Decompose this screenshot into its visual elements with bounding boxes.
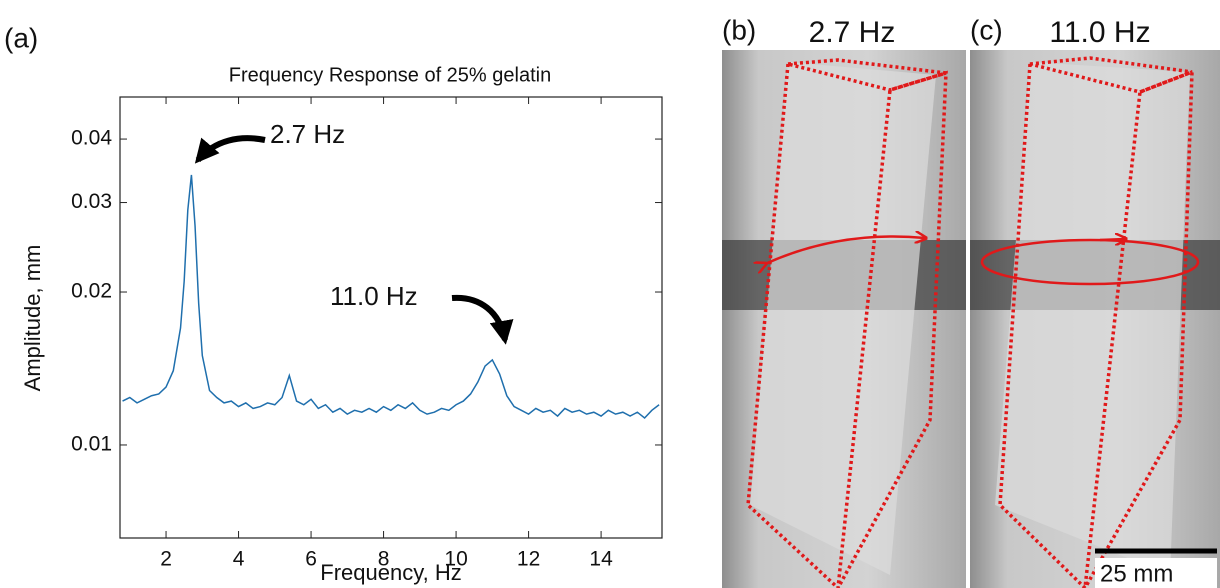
photo-b [722,50,966,588]
plot-frame [119,96,663,539]
motion-arrow [765,236,925,264]
annotation: 2.7 Hz [270,119,345,149]
x-tick-label: 12 [517,548,540,571]
y-tick-label: 0.03 [71,190,112,213]
block [750,62,936,575]
panel-title: 2.7 Hz [809,16,896,49]
annotation: 11.0 Hz [330,281,418,311]
x-tick-label: 4 [233,548,245,571]
scale-label: 25 mm [1100,560,1173,587]
panel-label: (b) [722,14,756,45]
annotation-arrow [451,294,514,345]
y-tick-label: 0.04 [71,127,112,150]
panel-label: (c) [970,14,1003,45]
x-tick-label: 10 [444,548,467,571]
x-axis-label: Frequency, Hz [320,560,461,585]
y-tick-label: 0.01 [71,433,112,456]
y-axis-label: Amplitude, mm [20,245,45,392]
block [995,62,1190,575]
panel-title: 11.0 Hz [1049,16,1150,49]
outline [746,63,948,588]
scale-box [1095,558,1217,588]
x-tick-label: 14 [589,548,613,571]
motion-ellipse [980,238,1200,286]
data-line [122,174,660,420]
panel-label: (a) [4,22,38,53]
chart-title: Frequency Response of 25% gelatin [229,64,551,86]
x-tick-label: 8 [378,548,390,571]
y-tick-label: 0.02 [71,280,112,303]
outline [1029,56,1193,94]
x-tick-label: 2 [160,548,172,571]
motion-arrow [1099,239,1125,240]
photo-c: 25 mm [970,50,1220,588]
annotation-arrow [194,135,266,164]
x-tick-label: 6 [305,548,317,571]
